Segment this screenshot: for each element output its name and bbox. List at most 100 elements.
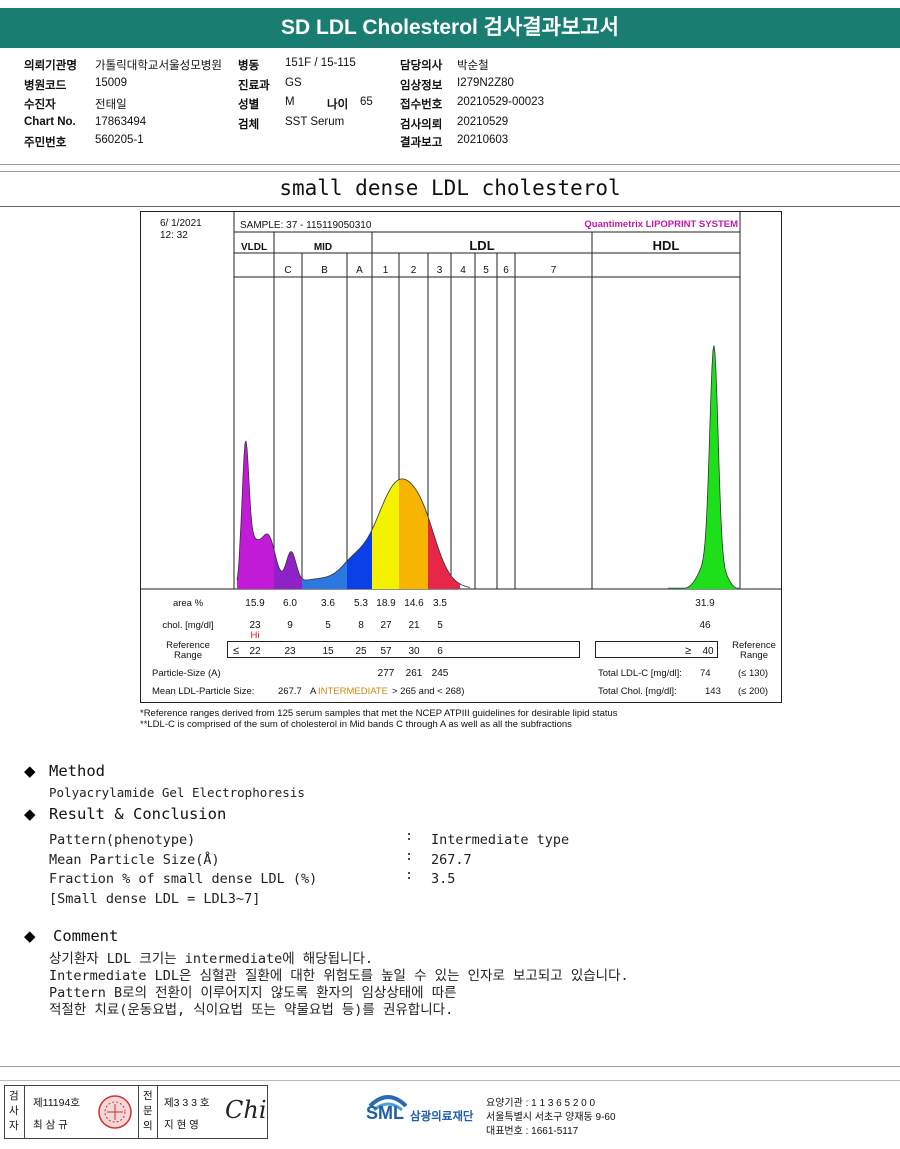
org-name: 삼광의료재단: [410, 1111, 474, 1123]
group-header-ldl: LDL: [469, 238, 494, 253]
ref-range-box: [227, 641, 580, 658]
examiner-name: 최 삼 규: [33, 1119, 68, 1131]
particle-size-value: 277: [378, 668, 395, 679]
area-value: 6.0: [283, 598, 297, 609]
trace-area-c: [274, 549, 302, 589]
trace-area-2: [399, 478, 428, 589]
chol-value: 8: [358, 620, 364, 631]
band-label: 5: [483, 265, 489, 276]
band-label: 1: [383, 265, 389, 276]
info-age: 나이: [327, 99, 349, 111]
ref-value: 6: [437, 646, 443, 657]
divider: [0, 164, 900, 165]
info-request-date: 검사의뢰: [400, 119, 443, 131]
divider: [0, 171, 900, 172]
chart-date: 6/ 1/2021: [160, 218, 202, 229]
org-line: 서울특별시 서초구 양재동 9-60: [486, 1112, 616, 1123]
group-header-hdl: HDL: [653, 238, 680, 253]
area-value: 3.5: [433, 598, 447, 609]
total-chol-label: Total Chol. [mg/dl]:: [598, 686, 677, 697]
trace-area-vldl: [237, 440, 274, 589]
method-text: Polyacrylamide Gel Electrophoresis: [49, 785, 305, 800]
info-receipt-no-value: 20210529-00023: [457, 96, 544, 108]
total-ldl-ref: (≤ 130): [738, 668, 768, 679]
comment-line: Intermediate LDL은 심혈관 질환에 대한 위험도를 높일 수 있…: [49, 968, 629, 984]
chart-system-title: Quantimetrix LIPOPRINT SYSTEM: [584, 219, 738, 230]
result-sep: :: [405, 828, 414, 844]
area-value: 31.9: [695, 598, 715, 609]
group-header-vldl: VLDL: [241, 242, 267, 253]
info-sex-value: M: [285, 96, 295, 108]
band-label: C: [284, 265, 291, 276]
chol-value: 5: [325, 620, 331, 631]
specialist-label-cell: 전문의: [138, 1086, 158, 1138]
chol-value: 23: [249, 620, 261, 631]
org-line: 요양기관 : 1 1 3 6 5 2 0 0: [486, 1098, 596, 1109]
row-label-ref: Range: [174, 650, 202, 661]
chart-time: 12: 32: [160, 230, 188, 241]
examiner-label-cell: 검사자: [5, 1086, 25, 1138]
chol-value: 9: [287, 620, 293, 631]
band-label: 6: [503, 265, 509, 276]
result-value: 267.7: [431, 852, 472, 868]
area-value: 15.9: [245, 598, 265, 609]
band-label: 2: [411, 265, 417, 276]
mean-size-suffix: > 265 and < 268): [392, 686, 464, 697]
comment-line: 적절한 치료(운동요법, 식이요법 또는 약물요법 등)를 권유합니다.: [49, 1002, 454, 1018]
info-request-date-value: 20210529: [457, 116, 509, 128]
trace-outline-hdl: [668, 345, 740, 589]
particle-size-value: 245: [432, 668, 449, 679]
comment-heading: Comment: [53, 927, 119, 945]
row-label-area: area %: [173, 598, 204, 609]
row-label-ref-right: Reference: [732, 640, 776, 651]
info-sex: 성별: [238, 99, 260, 111]
row-label-chol: chol. [mg/dl]: [162, 620, 213, 631]
result-note: [Small dense LDL = LDL3~7]: [49, 891, 261, 907]
footnote: *Reference ranges derived from 125 serum…: [140, 708, 618, 719]
comment-line: Pattern B로의 전환이 이루어지지 않도록 환자의 임상상태에 따른: [49, 985, 457, 1001]
info-clinical: 임상정보: [400, 80, 443, 92]
method-heading: Method: [49, 762, 105, 780]
result-heading: Result & Conclusion: [49, 805, 227, 823]
info-chart-no: Chart No.: [24, 116, 76, 128]
chol-flag: Hi: [251, 630, 260, 641]
band-label: 4: [460, 265, 466, 276]
trace-area-b: [302, 561, 347, 589]
chart-frame: [140, 211, 782, 703]
info-hospital: 의뢰기관명: [24, 60, 77, 72]
total-ldl-label: Total LDL-C [mg/dl]:: [598, 668, 682, 679]
band-label: B: [321, 265, 328, 276]
footnote: **LDL-C is comprised of the sum of chole…: [140, 719, 572, 730]
info-hospital-value: 가톨릭대학교서울성모병원: [95, 60, 222, 72]
chol-value: 5: [437, 620, 443, 631]
sml-logo-text: SML: [366, 1103, 404, 1123]
ref-value: 40: [702, 646, 714, 657]
divider: [0, 1066, 900, 1067]
divider: [0, 206, 900, 207]
bullet-diamond-icon: ◆: [24, 762, 36, 780]
info-dept: 진료과: [238, 80, 270, 92]
info-clinical-value: I279N2Z80: [457, 77, 514, 89]
ref-value: 15: [322, 646, 334, 657]
info-hospital-code: 병원코드: [24, 80, 67, 92]
result-label: Fraction % of small dense LDL (%): [49, 871, 318, 887]
chart-sample: SAMPLE: 37 - 115119050310: [240, 220, 372, 231]
bullet-diamond-icon: ◆: [24, 927, 36, 945]
info-resident-no: 주민번호: [24, 137, 67, 149]
row-label-mean: Mean LDL-Particle Size:: [152, 686, 254, 697]
result-label: Pattern(phenotype): [49, 832, 196, 848]
result-value: 3.5: [431, 871, 456, 887]
info-specimen: 검체: [238, 119, 260, 131]
ref-symbol: ≤: [233, 645, 239, 657]
area-value: 3.6: [321, 598, 335, 609]
total-chol-value: 143: [705, 686, 721, 697]
lipoprint-chart: 6/ 1/2021 12: 32 SAMPLE: 37 - 115119050310…: [140, 211, 786, 703]
examiner-label: 검사자: [9, 1090, 19, 1132]
mean-size-class: INTERMEDIATE: [318, 686, 388, 697]
org-line: 대표번호 : 1661-5117: [486, 1126, 579, 1137]
specialist-label: 전문의: [143, 1090, 153, 1132]
area-value: 14.6: [404, 598, 424, 609]
specialist-number: 제3 3 3 호: [164, 1097, 210, 1109]
seal-stamp-icon: [98, 1095, 132, 1129]
